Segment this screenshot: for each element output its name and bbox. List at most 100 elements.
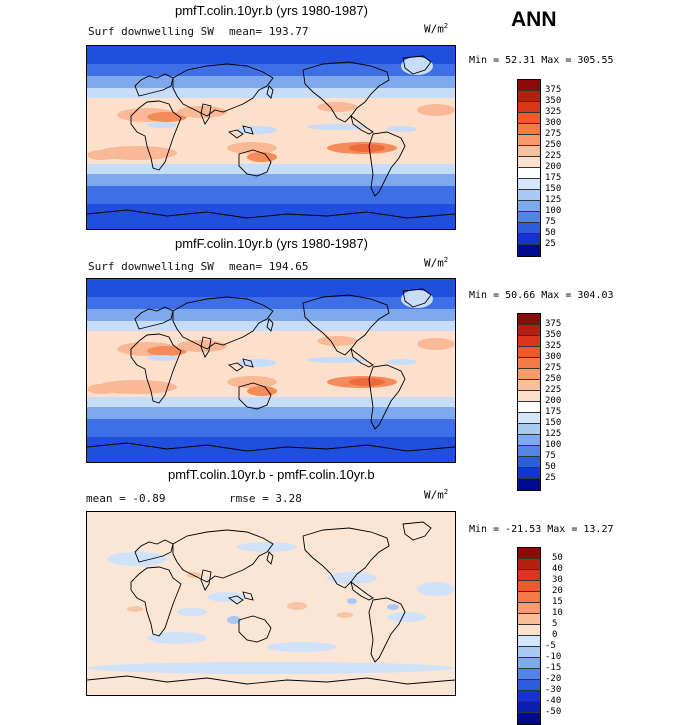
panel3-units: W/m2 [424,488,449,502]
panel2-units: W/m2 [424,256,449,270]
cool-region [307,357,367,363]
negative-region-strong [347,598,357,604]
coastline [87,675,455,685]
panel2-mean-label: mean= 194.65 [229,260,309,273]
negative-region [267,642,337,652]
panel3-mean-label: mean = -0.89 [86,492,166,505]
panel2-colorbar [517,313,541,491]
colorbar-tick-label: 10 [552,608,563,618]
colorbar-tick-label: 200 [545,396,562,406]
colorbar-swatch [518,124,540,135]
colorbar-tick-label: 50 [545,228,556,238]
coastline [402,521,432,541]
colorbar-tick-label: 175 [545,407,562,417]
colorbar-swatch [518,479,540,490]
coastline [130,333,182,404]
colorbar-swatch [518,669,540,680]
panel1-colorbar [517,79,541,257]
panel1-mean-label: mean= 193.77 [229,25,309,38]
warm-region [227,142,277,154]
negative-region [107,552,167,566]
coastline [130,566,182,637]
negative-region [177,608,207,616]
colorbar-tick-label: 50 [545,462,556,472]
coastline [350,347,374,368]
band-north-light [87,88,455,98]
colorbar-swatch [518,435,540,446]
warm-region [227,376,277,388]
coastline [368,131,406,197]
warm-region [177,106,227,118]
colorbar-swatch [518,413,540,424]
colorbar-tick-label: 5 [552,619,558,629]
colorbar-swatch [518,402,540,413]
coastline [350,114,374,135]
colorbar-swatch [518,369,540,380]
colorbar-swatch [518,135,540,146]
coastline [200,336,212,358]
colorbar-swatch [518,658,540,669]
panel1-minmax: Min = 52.31 Max = 305.55 [469,55,614,66]
cool-region [237,359,277,367]
coastline [368,597,406,663]
panel2-minmax: Min = 50.66 Max = 304.03 [469,290,614,301]
panel1-title: pmfT.colin.10yr.b (yrs 1980-1987) [175,3,368,18]
colorbar-tick-label: 300 [545,118,562,128]
colorbar-swatch [518,446,540,457]
colorbar-swatch [518,168,540,179]
panel1-units: W/m2 [424,22,449,36]
colorbar-tick-label: 15 [552,597,563,607]
warm-region [247,152,277,162]
cool-region [387,126,417,132]
colorbar-swatch [518,581,540,592]
panel3-title: pmfT.colin.10yr.b - pmfF.colin.10yr.b [168,467,375,482]
positive-region [127,606,143,612]
colorbar-swatch [518,424,540,435]
colorbar-swatch [518,223,540,234]
band-arctic [87,46,455,64]
colorbar-swatch [518,325,540,336]
colorbar-swatch [518,245,540,256]
negative-region [237,542,297,552]
negative-region [387,612,427,622]
colorbar-tick-label: 100 [545,440,562,450]
colorbar-swatch [518,234,540,245]
coastline [227,595,244,605]
coastline [266,318,274,332]
colorbar-tick-label: -5 [545,641,556,651]
band-south-light [87,397,455,407]
colorbar-swatch [518,457,540,468]
panel1-map [86,45,456,230]
panel3-minmax: Min = -21.53 Max = 13.27 [469,524,614,535]
negative-region-strong [227,616,241,624]
coastline [227,129,244,139]
colorbar-swatch [518,391,540,402]
negative-region-strong [387,604,399,610]
panel2-map [86,278,456,463]
colorbar-tick-label: 325 [545,341,562,351]
panel3-rmse-label: rmse = 3.28 [229,492,302,505]
coastline [402,55,432,75]
negative-region [207,592,247,602]
coastline [242,125,254,135]
colorbar-swatch [518,647,540,658]
band-south-mid [87,407,455,419]
warm-region [349,144,385,152]
cool-region [147,355,177,361]
colorbar-tick-label: -20 [545,674,562,684]
colorbar-swatch [518,592,540,603]
coastline [266,551,274,565]
band-north-mid [87,309,455,321]
colorbar-swatch [518,358,540,369]
panel3-colorbar [517,547,541,725]
coastline [200,569,212,591]
cool-region [147,122,177,128]
coastline [200,103,212,125]
band-north-high [87,297,455,309]
colorbar-swatch [518,713,540,724]
colorbar-swatch [518,212,540,223]
colorbar-swatch [518,625,540,636]
negative-region [147,632,207,644]
coastline [242,591,254,601]
coastline [242,358,254,368]
